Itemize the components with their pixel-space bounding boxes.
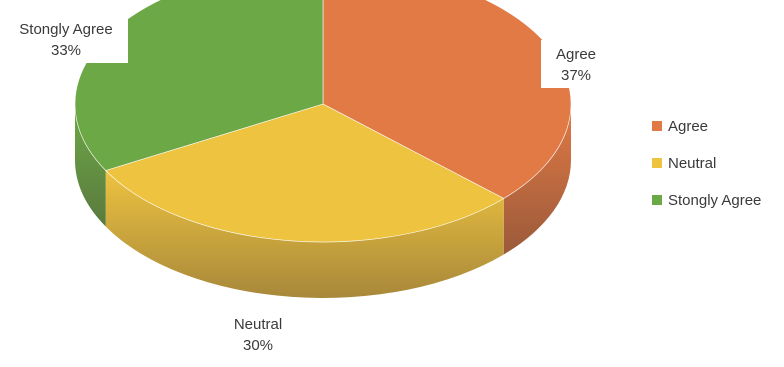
data-label-category-neutral: Neutral (234, 316, 282, 333)
legend-swatch-stongly-agree (652, 195, 662, 205)
data-label-value-neutral: 30% (243, 337, 273, 354)
legend: Agree Neutral Stongly Agree (652, 118, 761, 209)
legend-swatch-agree (652, 121, 662, 131)
data-label-value-stongly-agree: 33% (51, 42, 81, 59)
legend-swatch-neutral (652, 158, 662, 168)
legend-item-agree: Agree (652, 118, 708, 135)
legend-label-agree: Agree (668, 118, 708, 135)
data-label-value-agree: 37% (561, 67, 591, 84)
legend-item-stongly-agree: Stongly Agree (652, 192, 761, 209)
legend-label-neutral: Neutral (668, 155, 716, 172)
legend-item-neutral: Neutral (652, 155, 716, 172)
data-label-category-agree: Agree (556, 46, 596, 63)
data-label-category-stongly-agree: Stongly Agree (19, 21, 112, 38)
legend-label-stongly-agree: Stongly Agree (668, 192, 761, 209)
